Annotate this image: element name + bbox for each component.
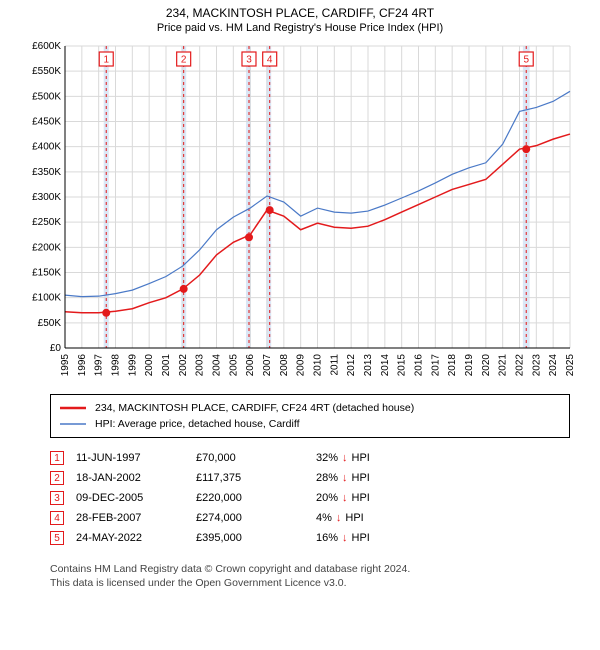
legend: 234, MACKINTOSH PLACE, CARDIFF, CF24 4RT…	[50, 394, 570, 438]
svg-text:2016: 2016	[414, 354, 425, 377]
transaction-diff: 20%↓HPI	[316, 492, 436, 504]
svg-text:1: 1	[103, 55, 109, 66]
svg-text:2011: 2011	[329, 354, 340, 376]
legend-item: 234, MACKINTOSH PLACE, CARDIFF, CF24 4RT…	[59, 400, 561, 416]
svg-text:2008: 2008	[279, 354, 290, 377]
svg-text:£100K: £100K	[32, 293, 61, 304]
legend-label: HPI: Average price, detached house, Card…	[95, 418, 300, 430]
svg-text:1995: 1995	[60, 354, 71, 377]
transaction-row: 3 09-DEC-2005£220,00020%↓HPI	[50, 488, 570, 508]
transaction-price: £220,000	[196, 492, 316, 504]
svg-text:£50K: £50K	[38, 318, 62, 329]
arrow-down-icon: ↓	[342, 532, 348, 544]
svg-text:1998: 1998	[111, 354, 122, 377]
arrow-down-icon: ↓	[342, 472, 348, 484]
legend-label: 234, MACKINTOSH PLACE, CARDIFF, CF24 4RT…	[95, 402, 414, 414]
svg-text:2000: 2000	[144, 354, 155, 377]
price-chart: £0 £50K £100K £150K £200K £250K £300K £350K £400…	[20, 38, 580, 388]
svg-text:2017: 2017	[430, 354, 441, 377]
transaction-row: 4 28-FEB-2007£274,0004%↓HPI	[50, 508, 570, 528]
footer-line1: Contains HM Land Registry data © Crown c…	[50, 562, 570, 576]
arrow-down-icon: ↓	[336, 512, 342, 524]
svg-text:5: 5	[523, 55, 529, 66]
transaction-diff: 4%↓HPI	[316, 512, 436, 524]
svg-text:1997: 1997	[94, 354, 105, 377]
transaction-diff: 16%↓HPI	[316, 532, 436, 544]
transaction-marker: 3	[50, 491, 64, 505]
legend-item: HPI: Average price, detached house, Card…	[59, 416, 561, 432]
svg-text:2022: 2022	[515, 354, 526, 377]
svg-text:2004: 2004	[212, 354, 223, 377]
svg-text:1999: 1999	[127, 354, 138, 377]
svg-text:£600K: £600K	[32, 41, 61, 52]
transaction-date: 24-MAY-2022	[76, 532, 196, 544]
svg-text:1996: 1996	[77, 354, 88, 377]
svg-text:£200K: £200K	[32, 242, 61, 253]
transaction-date: 28-FEB-2007	[76, 512, 196, 524]
svg-text:£500K: £500K	[32, 91, 61, 102]
footer-line2: This data is licensed under the Open Gov…	[50, 576, 570, 590]
svg-text:£150K: £150K	[32, 268, 61, 279]
transaction-row: 1 11-JUN-1997£70,00032%↓HPI	[50, 448, 570, 468]
svg-text:2: 2	[181, 55, 187, 66]
svg-text:£250K: £250K	[32, 217, 61, 228]
chart-subtitle: Price paid vs. HM Land Registry's House …	[0, 22, 600, 34]
transaction-price: £70,000	[196, 452, 316, 464]
transaction-price: £274,000	[196, 512, 316, 524]
svg-text:2010: 2010	[313, 354, 324, 377]
transaction-marker: 1	[50, 451, 64, 465]
svg-text:2014: 2014	[380, 354, 391, 377]
transaction-date: 18-JAN-2002	[76, 472, 196, 484]
chart-title: 234, MACKINTOSH PLACE, CARDIFF, CF24 4RT	[0, 6, 600, 20]
transaction-marker: 4	[50, 511, 64, 525]
svg-text:4: 4	[267, 55, 273, 66]
transactions-table: 1 11-JUN-1997£70,00032%↓HPI 2 18-JAN-2002£1…	[50, 448, 570, 548]
svg-text:2023: 2023	[531, 354, 542, 377]
svg-text:£450K: £450K	[32, 117, 61, 128]
svg-text:£0: £0	[50, 343, 62, 354]
transaction-date: 11-JUN-1997	[76, 452, 196, 464]
transaction-row: 5 24-MAY-2022£395,00016%↓HPI	[50, 528, 570, 548]
transaction-marker: 2	[50, 471, 64, 485]
transaction-price: £117,375	[196, 472, 316, 484]
transaction-diff: 32%↓HPI	[316, 452, 436, 464]
transaction-marker: 5	[50, 531, 64, 545]
footer-attribution: Contains HM Land Registry data © Crown c…	[50, 562, 570, 590]
svg-text:2020: 2020	[481, 354, 492, 377]
svg-text:£550K: £550K	[32, 66, 61, 77]
transaction-diff: 28%↓HPI	[316, 472, 436, 484]
svg-text:2006: 2006	[245, 354, 256, 377]
transaction-row: 2 18-JAN-2002£117,37528%↓HPI	[50, 468, 570, 488]
transaction-price: £395,000	[196, 532, 316, 544]
svg-text:2013: 2013	[363, 354, 374, 377]
svg-text:2005: 2005	[228, 354, 239, 377]
arrow-down-icon: ↓	[342, 452, 348, 464]
svg-text:2019: 2019	[464, 354, 475, 377]
svg-text:2018: 2018	[447, 354, 458, 377]
svg-text:2007: 2007	[262, 354, 273, 377]
svg-text:£300K: £300K	[32, 192, 61, 203]
svg-text:3: 3	[246, 55, 252, 66]
svg-text:2015: 2015	[397, 354, 408, 377]
svg-text:2024: 2024	[548, 354, 559, 377]
svg-text:2003: 2003	[195, 354, 206, 377]
transaction-date: 09-DEC-2005	[76, 492, 196, 504]
svg-text:£400K: £400K	[32, 142, 61, 153]
svg-text:£350K: £350K	[32, 167, 61, 178]
svg-text:2001: 2001	[161, 354, 172, 377]
svg-text:2009: 2009	[296, 354, 307, 377]
arrow-down-icon: ↓	[342, 492, 348, 504]
svg-text:2012: 2012	[346, 354, 357, 377]
svg-text:2002: 2002	[178, 354, 189, 377]
svg-text:2025: 2025	[565, 354, 576, 377]
svg-text:2021: 2021	[498, 354, 509, 377]
